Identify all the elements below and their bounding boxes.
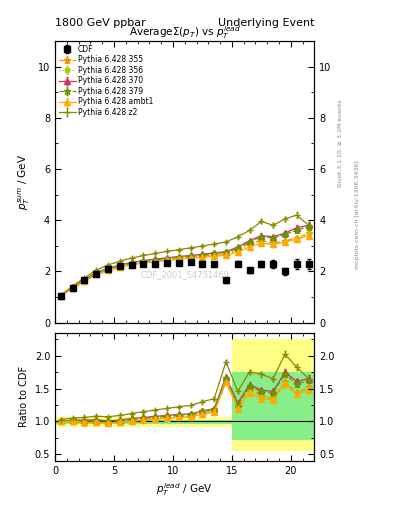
Text: Rivet 3.1.10, ≥ 3.2M events: Rivet 3.1.10, ≥ 3.2M events [338,99,342,187]
Y-axis label: Ratio to CDF: Ratio to CDF [19,366,29,428]
Text: 1800 GeV ppbar: 1800 GeV ppbar [55,18,146,28]
Y-axis label: $p_T^{sum}$ / GeV: $p_T^{sum}$ / GeV [17,154,32,210]
Text: CDF_2001_S4751469: CDF_2001_S4751469 [140,270,229,279]
Text: Underlying Event: Underlying Event [218,18,314,28]
X-axis label: $p_T^{lead}$ / GeV: $p_T^{lead}$ / GeV [156,481,213,498]
Legend: CDF, Pythia 6.428 355, Pythia 6.428 356, Pythia 6.428 370, Pythia 6.428 379, Pyt: CDF, Pythia 6.428 355, Pythia 6.428 356,… [57,43,155,118]
Text: mcplots.cern.ch [arXiv:1306.3436]: mcplots.cern.ch [arXiv:1306.3436] [355,161,360,269]
Title: Average$\Sigma(p_T)$ vs $p_T^{lead}$: Average$\Sigma(p_T)$ vs $p_T^{lead}$ [129,24,241,41]
